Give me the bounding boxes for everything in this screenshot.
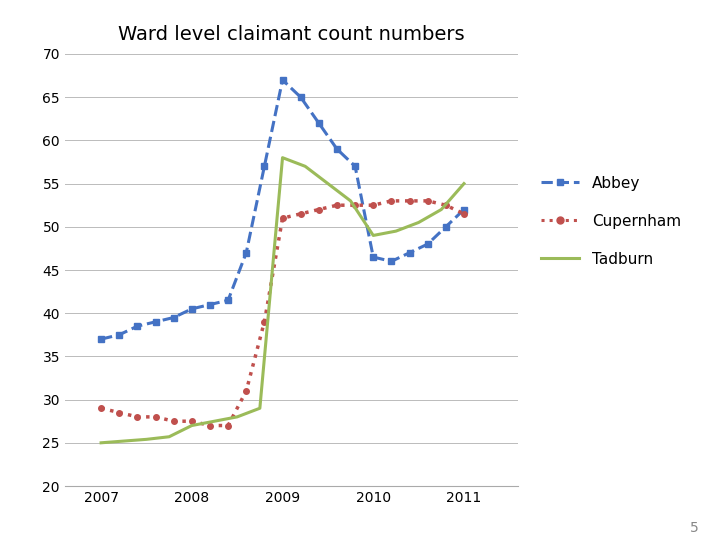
Abbey <box>169 314 178 321</box>
Tadburn <box>233 414 241 420</box>
Cupernham <box>242 388 251 394</box>
Tadburn <box>414 219 423 226</box>
Tadburn <box>210 418 219 424</box>
Abbey <box>351 163 359 170</box>
Abbey <box>369 254 377 260</box>
Cupernham <box>297 211 305 217</box>
Cupernham <box>169 418 178 424</box>
Cupernham <box>441 202 450 208</box>
Tadburn <box>392 228 400 234</box>
Cupernham <box>151 414 160 420</box>
Cupernham <box>115 409 124 416</box>
Abbey <box>315 120 323 126</box>
Tadburn <box>96 440 105 446</box>
Abbey <box>224 297 233 303</box>
Cupernham <box>260 319 269 325</box>
Cupernham <box>387 198 396 204</box>
Cupernham <box>459 211 468 217</box>
Line: Tadburn: Tadburn <box>101 158 464 443</box>
Cupernham <box>206 422 215 429</box>
Cupernham <box>315 206 323 213</box>
Abbey <box>115 332 124 338</box>
Cupernham <box>351 202 359 208</box>
Cupernham <box>133 414 142 420</box>
Title: Ward level claimant count numbers: Ward level claimant count numbers <box>118 25 465 44</box>
Tadburn <box>120 438 128 444</box>
Abbey <box>242 249 251 256</box>
Line: Abbey: Abbey <box>98 77 467 342</box>
Tadburn <box>256 405 264 411</box>
Tadburn <box>369 232 377 239</box>
Abbey <box>441 224 450 230</box>
Abbey <box>459 206 468 213</box>
Abbey <box>423 241 432 247</box>
Tadburn <box>346 198 355 204</box>
Abbey <box>133 323 142 329</box>
Tadburn <box>142 436 150 443</box>
Tadburn <box>278 154 287 161</box>
Text: 5: 5 <box>690 521 698 535</box>
Abbey <box>333 146 341 152</box>
Cupernham <box>187 418 196 424</box>
Tadburn <box>323 180 332 187</box>
Abbey <box>387 258 396 265</box>
Abbey <box>278 77 287 83</box>
Tadburn <box>165 434 174 440</box>
Tadburn <box>187 422 196 429</box>
Legend: Abbey, Cupernham, Tadburn: Abbey, Cupernham, Tadburn <box>535 170 687 273</box>
Abbey <box>405 249 414 256</box>
Abbey <box>206 301 215 308</box>
Abbey <box>297 94 305 100</box>
Tadburn <box>301 163 310 170</box>
Abbey <box>260 163 269 170</box>
Abbey <box>151 319 160 325</box>
Tadburn <box>459 180 468 187</box>
Cupernham <box>333 202 341 208</box>
Tadburn <box>437 206 446 213</box>
Abbey <box>187 306 196 312</box>
Cupernham <box>224 422 233 429</box>
Cupernham <box>405 198 414 204</box>
Cupernham <box>369 202 377 208</box>
Abbey <box>96 336 105 342</box>
Line: Cupernham: Cupernham <box>99 198 467 428</box>
Cupernham <box>96 405 105 411</box>
Cupernham <box>278 215 287 221</box>
Cupernham <box>423 198 432 204</box>
